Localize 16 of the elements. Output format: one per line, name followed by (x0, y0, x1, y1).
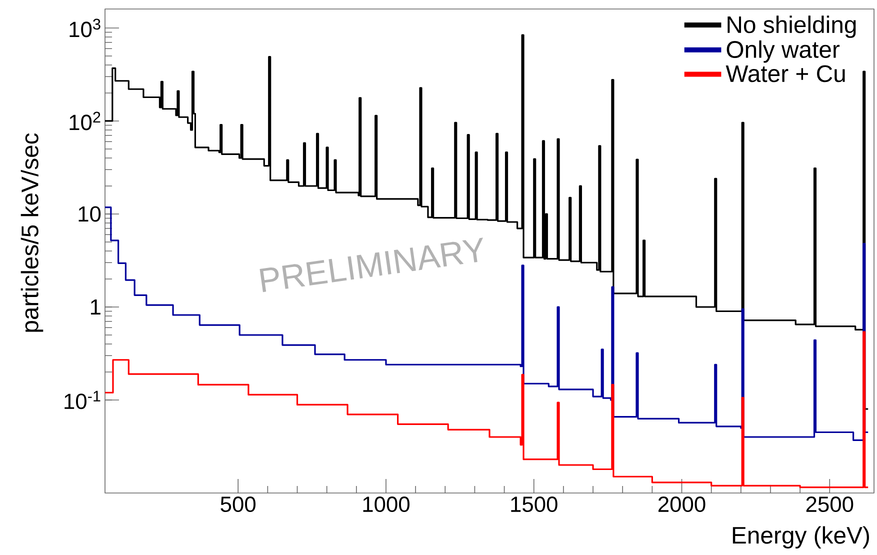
x-tick-label: 2000 (658, 496, 706, 512)
legend-label: Only water (726, 40, 840, 63)
y-tick-label: 10$^{2}$ (70, 112, 100, 130)
y-axis-title: particles/5 keV/sec (20, 133, 44, 332)
annotation: PRELIMINARY (260, 238, 484, 292)
x-axis-title: Energy (keV) (732, 526, 869, 548)
x-tick-label: 1000 (363, 496, 410, 512)
y-tick-label: 1 (90, 299, 100, 315)
y-tick-label: 10 (78, 206, 101, 222)
x-tick-label: 500 (220, 496, 256, 512)
x-tick-label: 1500 (511, 496, 558, 512)
y-tick-label: 10$^{-1}$ (64, 390, 100, 410)
y-tick-label: 10$^{3}$ (70, 18, 100, 38)
x-tick-label: 2500 (806, 496, 854, 512)
legend-label: No shielding (728, 16, 856, 38)
legend-label: Water + Cu (726, 65, 845, 82)
